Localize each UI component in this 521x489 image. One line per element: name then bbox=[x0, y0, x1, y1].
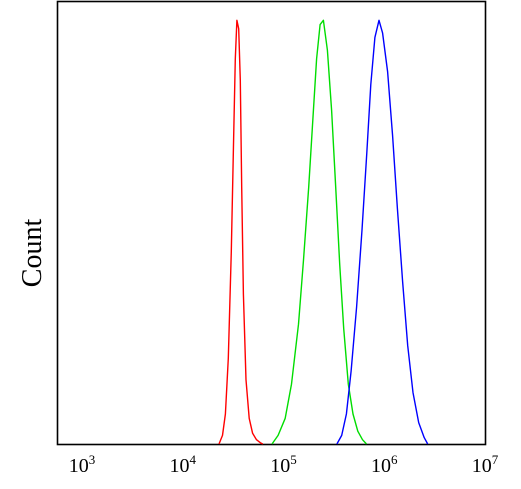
x-tick-label-7: 107 bbox=[472, 452, 499, 477]
series-layer bbox=[218, 19, 429, 445]
x-tick-label-4: 104 bbox=[170, 452, 197, 477]
plot-frame bbox=[56, 0, 487, 446]
y-axis-label: Count bbox=[17, 219, 48, 288]
x-tick-label-3: 103 bbox=[69, 452, 96, 477]
x-tick-label-5: 105 bbox=[270, 452, 297, 477]
x-axis-ticks: 103 104 105 106 107 bbox=[69, 452, 499, 477]
series-line-1 bbox=[218, 19, 264, 445]
x-tick-label-6: 106 bbox=[371, 452, 398, 477]
series-line-2 bbox=[271, 19, 368, 445]
series-line-3 bbox=[336, 19, 429, 445]
